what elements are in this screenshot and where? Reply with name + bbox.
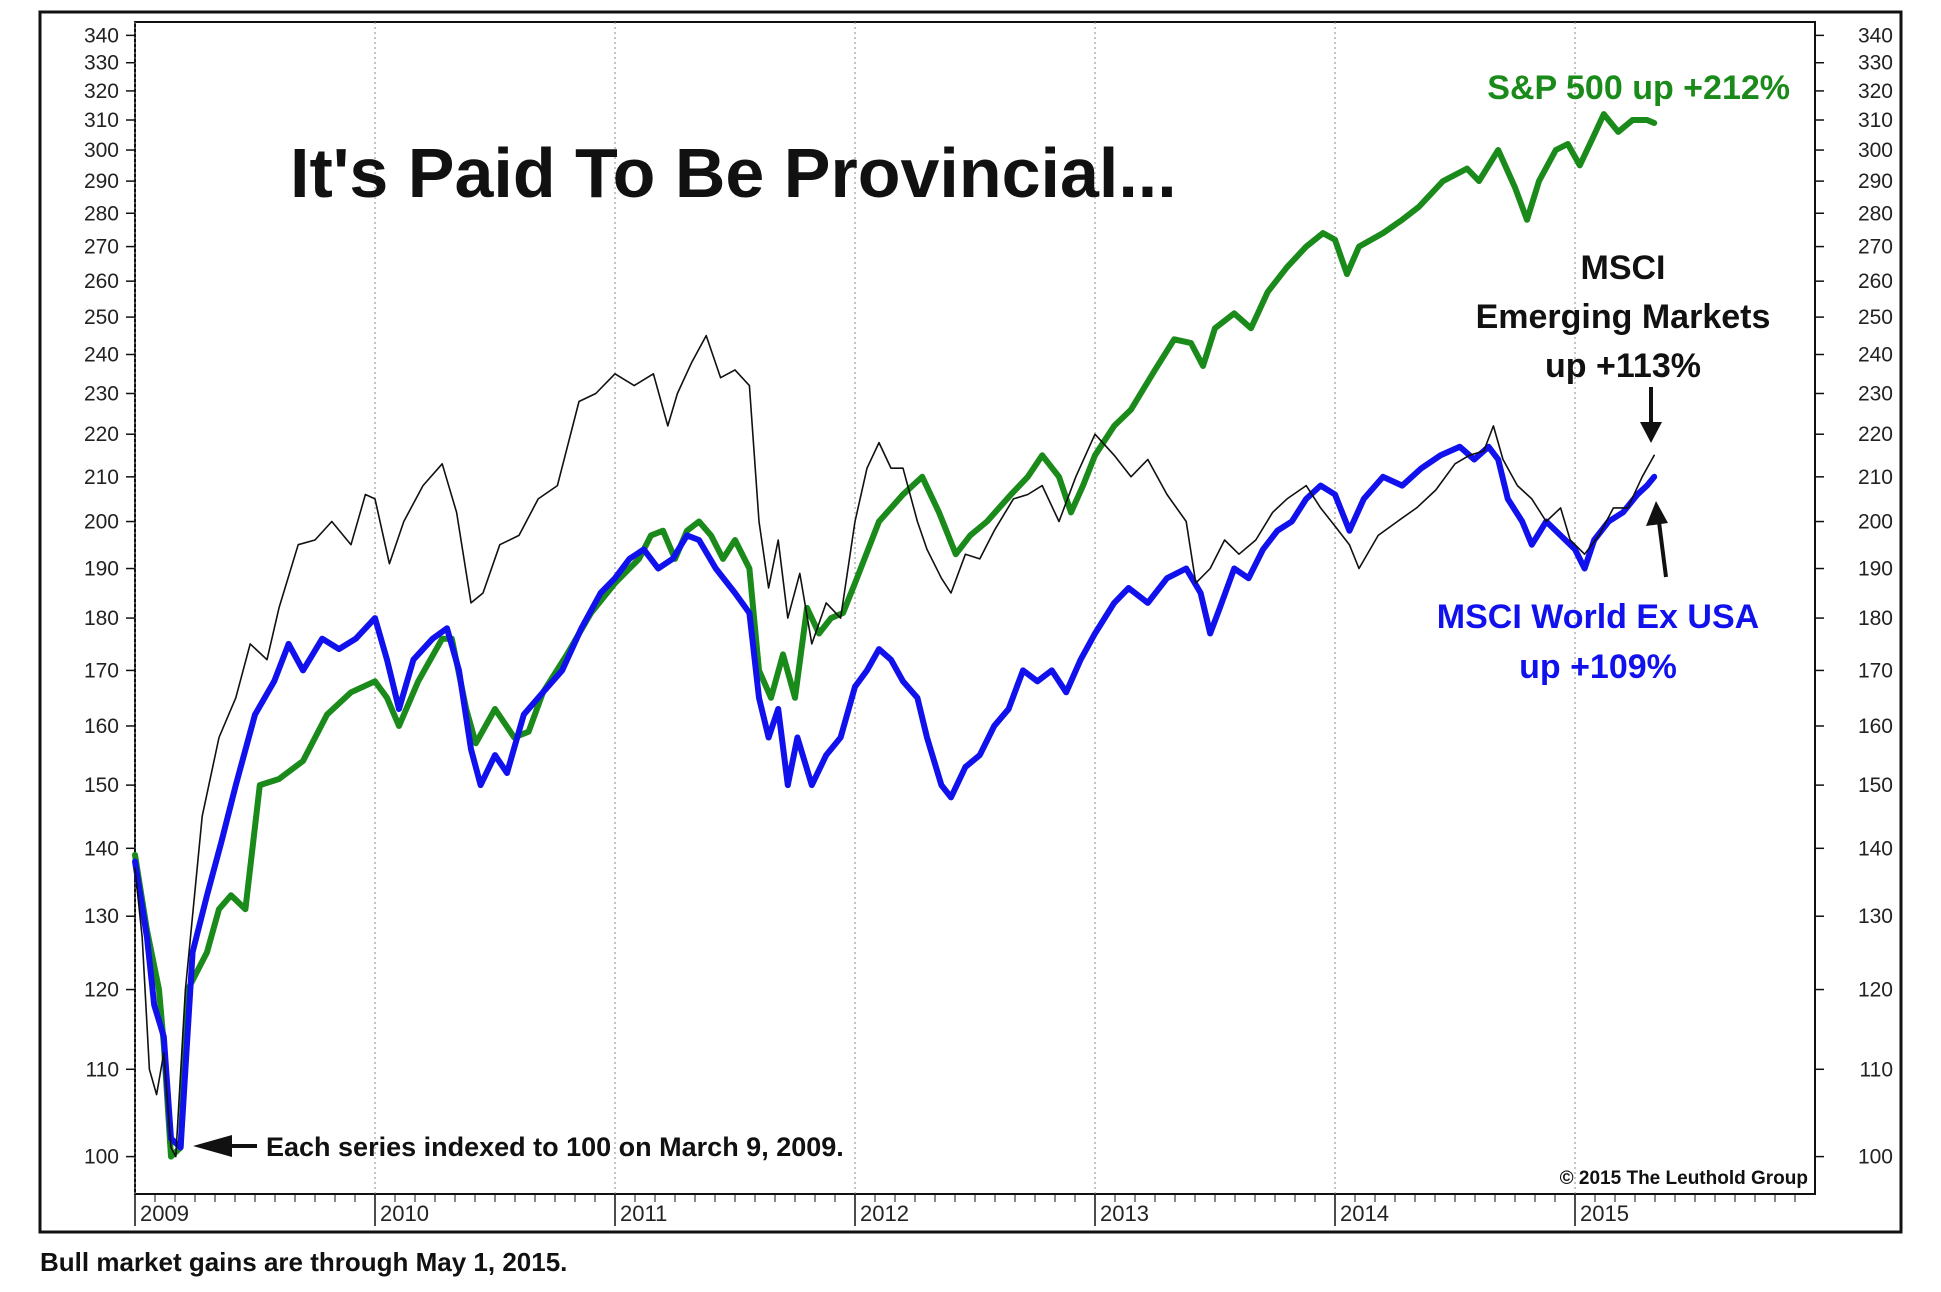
- index-note-arrow-icon: [193, 1135, 257, 1157]
- y-tick-label-right: 180: [1858, 607, 1893, 630]
- x-tick-label-2010: 2010: [380, 1201, 429, 1226]
- y-tick-label-right: 100: [1858, 1146, 1893, 1169]
- y-tick-label-right: 320: [1858, 80, 1893, 103]
- y-tick-label-right: 310: [1858, 109, 1893, 132]
- x-tick-label-2015: 2015: [1580, 1201, 1629, 1226]
- y-tick-label-right: 200: [1858, 511, 1893, 534]
- index-note: Each series indexed to 100 on March 9, 2…: [266, 1132, 844, 1162]
- y-tick-label-left: 100: [84, 1146, 119, 1169]
- series-line-s-p-500: [132, 111, 1658, 1160]
- y-tick-label-left: 190: [84, 558, 119, 581]
- y-tick-label-right: 170: [1858, 659, 1893, 682]
- y-tick-label-left: 340: [84, 24, 119, 47]
- y-tick-label-left: 140: [84, 837, 119, 860]
- em-annotation-line2: Emerging Markets: [1476, 298, 1771, 336]
- y-tick-label-right: 190: [1858, 558, 1893, 581]
- world-arrow-icon: [1646, 501, 1668, 578]
- y-tick-label-left: 250: [84, 306, 119, 329]
- chart-title: It's Paid To Be Provincial...: [290, 134, 1177, 212]
- y-tick-label-left: 320: [84, 80, 119, 103]
- y-tick-label-right: 210: [1858, 466, 1893, 489]
- y-tick-label-left: 310: [84, 109, 119, 132]
- y-tick-label-left: 290: [84, 170, 119, 193]
- copyright: © 2015 The Leuthold Group: [1560, 1168, 1808, 1189]
- y-tick-label-left: 120: [84, 979, 119, 1002]
- y-tick-label-left: 270: [84, 236, 119, 259]
- y-tick-label-right: 280: [1858, 202, 1893, 225]
- y-tick-label-left: 210: [84, 466, 119, 489]
- x-tick-label-2011: 2011: [620, 1201, 667, 1226]
- y-tick-label-right: 130: [1858, 905, 1893, 928]
- y-axis-left: 100 110 120 130 140 150 160 170 180 190 200 210 220 2…: [84, 24, 135, 1169]
- y-tick-label-left: 150: [84, 774, 119, 797]
- y-axis-right: 100 110 120 130 140 150 160 170 180 190 200 210 220 2…: [1815, 24, 1893, 1169]
- y-tick-label-left: 230: [84, 382, 119, 405]
- y-tick-label-right: 240: [1858, 343, 1893, 366]
- y-tick-label-right: 260: [1858, 270, 1893, 293]
- y-tick-label-left: 110: [86, 1058, 119, 1081]
- year-gridlines: [134, 22, 1576, 1194]
- x-tick-label-2014: 2014: [1340, 1201, 1389, 1226]
- y-tick-label-right: 300: [1858, 139, 1893, 162]
- y-tick-label-right: 220: [1858, 423, 1893, 446]
- y-tick-label-right: 230: [1858, 382, 1893, 405]
- y-tick-label-right: 150: [1858, 774, 1893, 797]
- x-tick-label-2012: 2012: [860, 1201, 909, 1226]
- y-tick-label-right: 250: [1858, 306, 1893, 329]
- chart-frame: [38, 10, 1903, 1234]
- em-arrow-icon: [1640, 387, 1662, 443]
- y-tick-label-left: 170: [84, 659, 119, 682]
- footer-note: Bull market gains are through May 1, 201…: [40, 1247, 567, 1277]
- y-tick-label-right: 330: [1858, 52, 1893, 75]
- y-tick-label-left: 260: [84, 270, 119, 293]
- sp500-annotation: S&P 500 up +212%: [1487, 69, 1790, 107]
- em-annotation-line3: up +113%: [1545, 347, 1701, 385]
- y-tick-label-left: 130: [84, 905, 119, 928]
- y-tick-label-left: 240: [84, 343, 119, 366]
- world-annotation-line1: MSCI World Ex USA: [1437, 598, 1759, 636]
- world-annotation-line2: up +109%: [1519, 648, 1677, 686]
- y-tick-label-left: 280: [84, 202, 119, 225]
- y-tick-label-left: 220: [84, 423, 119, 446]
- y-tick-label-left: 300: [84, 139, 119, 162]
- y-tick-label-right: 340: [1858, 24, 1893, 47]
- x-tick-label-2013: 2013: [1100, 1201, 1149, 1226]
- y-tick-label-right: 270: [1858, 236, 1893, 259]
- series-lines: [132, 111, 1658, 1160]
- x-tick-label-2009: 2009: [140, 1201, 189, 1226]
- series-line-msci-world-ex-usa: [132, 443, 1658, 1151]
- series-line-msci-emerging-markets: [134, 334, 1655, 1158]
- y-tick-label-left: 180: [84, 607, 119, 630]
- y-tick-label-right: 110: [1860, 1058, 1893, 1081]
- y-tick-label-left: 330: [84, 52, 119, 75]
- y-tick-label-right: 290: [1858, 170, 1893, 193]
- y-tick-label-right: 160: [1858, 715, 1893, 738]
- y-tick-label-left: 160: [84, 715, 119, 738]
- y-tick-label-right: 120: [1858, 979, 1893, 1002]
- y-tick-label-left: 200: [84, 511, 119, 534]
- x-axis: 2009 2010 2011 2012 2013 2014 2015: [134, 1194, 1796, 1226]
- em-annotation-line1: MSCI: [1581, 249, 1666, 287]
- y-tick-label-right: 140: [1858, 837, 1893, 860]
